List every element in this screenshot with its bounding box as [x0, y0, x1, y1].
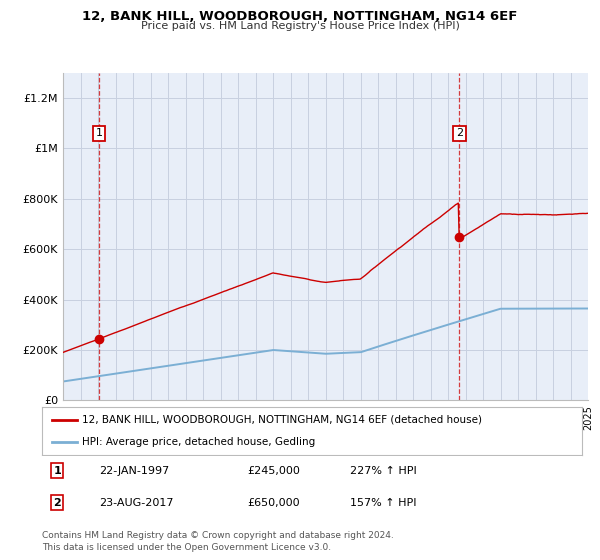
- Text: 1: 1: [53, 465, 61, 475]
- Text: 1: 1: [95, 128, 103, 138]
- Text: Price paid vs. HM Land Registry's House Price Index (HPI): Price paid vs. HM Land Registry's House …: [140, 21, 460, 31]
- Text: £650,000: £650,000: [247, 498, 300, 508]
- Text: 157% ↑ HPI: 157% ↑ HPI: [350, 498, 416, 508]
- Text: 2: 2: [455, 128, 463, 138]
- Text: 2: 2: [53, 498, 61, 508]
- Text: 23-AUG-2017: 23-AUG-2017: [98, 498, 173, 508]
- Text: 12, BANK HILL, WOODBOROUGH, NOTTINGHAM, NG14 6EF (detached house): 12, BANK HILL, WOODBOROUGH, NOTTINGHAM, …: [83, 415, 482, 425]
- Text: £245,000: £245,000: [247, 465, 300, 475]
- Text: 227% ↑ HPI: 227% ↑ HPI: [350, 465, 416, 475]
- Text: 22-JAN-1997: 22-JAN-1997: [98, 465, 169, 475]
- Text: 12, BANK HILL, WOODBOROUGH, NOTTINGHAM, NG14 6EF: 12, BANK HILL, WOODBOROUGH, NOTTINGHAM, …: [82, 10, 518, 23]
- Text: Contains HM Land Registry data © Crown copyright and database right 2024.: Contains HM Land Registry data © Crown c…: [42, 531, 394, 540]
- Text: HPI: Average price, detached house, Gedling: HPI: Average price, detached house, Gedl…: [83, 437, 316, 447]
- Text: This data is licensed under the Open Government Licence v3.0.: This data is licensed under the Open Gov…: [42, 543, 331, 552]
